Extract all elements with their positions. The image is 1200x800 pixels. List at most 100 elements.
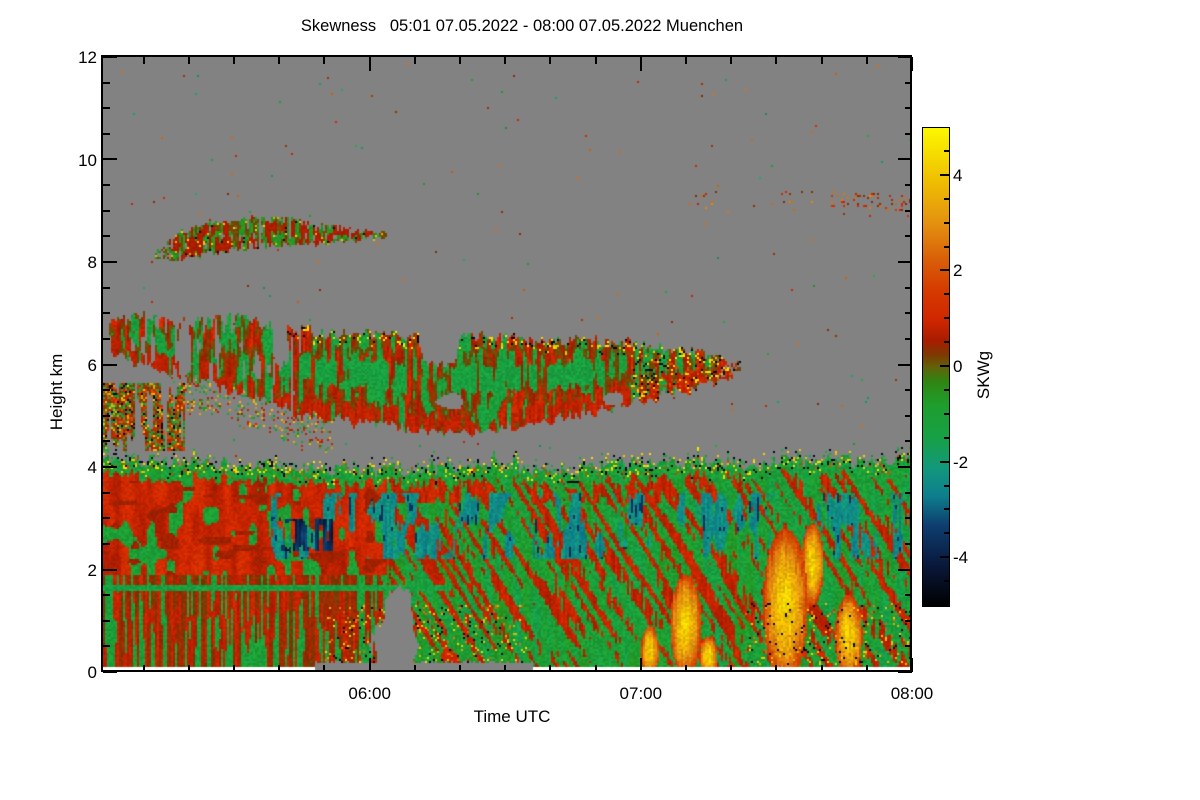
axis-tick <box>103 517 110 519</box>
axis-tick <box>730 665 732 672</box>
y-tick-label: 10 <box>78 150 97 170</box>
axis-tick <box>369 658 371 672</box>
colorbar-tick <box>940 556 949 558</box>
y-tick-label: 0 <box>87 663 97 682</box>
y-tick-label: 6 <box>87 355 97 375</box>
axis-tick <box>103 415 110 417</box>
x-tick-label: 08:00 <box>890 684 934 703</box>
axis-tick <box>898 671 912 673</box>
axis-tick <box>898 466 912 468</box>
axis-tick <box>323 57 325 64</box>
colorbar-tick <box>944 508 949 510</box>
axis-tick <box>730 57 732 64</box>
axis-tick <box>905 492 912 494</box>
axis-tick <box>103 261 117 263</box>
axis-tick <box>685 57 687 64</box>
axis-tick <box>821 665 823 672</box>
axis-tick <box>775 57 777 64</box>
y-tick-label: 12 <box>78 48 97 67</box>
axis-tick <box>103 671 117 673</box>
colorbar-tick <box>944 485 949 487</box>
axis-tick <box>233 57 235 64</box>
colorbar <box>922 127 950 607</box>
axis-tick <box>103 569 117 571</box>
colorbar-tick-label: 0 <box>953 357 963 376</box>
axis-tick <box>685 665 687 672</box>
colorbar-tick <box>940 461 949 463</box>
axis-tick <box>905 594 912 596</box>
axis-tick <box>143 57 145 64</box>
axis-tick <box>595 665 597 672</box>
chart-title: Skewness 05:01 07.05.2022 - 08:00 07.05.… <box>300 17 744 35</box>
axis-tick <box>103 235 110 237</box>
axis-tick <box>103 543 110 545</box>
axis-tick <box>323 665 325 672</box>
axis-tick <box>905 210 912 212</box>
heatmap-canvas <box>103 57 912 672</box>
axis-tick <box>640 658 642 672</box>
colorbar-tick <box>940 365 949 367</box>
axis-tick <box>898 56 912 58</box>
axis-tick <box>278 665 280 672</box>
axis-tick <box>905 543 912 545</box>
axis-tick <box>905 338 912 340</box>
axis-tick <box>866 57 868 64</box>
axis-tick <box>905 415 912 417</box>
axis-tick <box>103 210 110 212</box>
axis-tick <box>504 57 506 64</box>
colorbar-tick <box>944 532 949 534</box>
axis-tick <box>905 287 912 289</box>
colorbar-tick <box>944 341 949 343</box>
axis-tick <box>103 466 117 468</box>
axis-tick <box>911 658 913 672</box>
axis-tick <box>143 665 145 672</box>
axis-tick <box>898 569 912 571</box>
axis-tick <box>103 82 110 84</box>
axis-tick <box>640 57 642 71</box>
axis-tick <box>821 57 823 64</box>
colorbar-tick <box>944 389 949 391</box>
axis-tick <box>504 665 506 672</box>
axis-tick <box>775 665 777 672</box>
y-tick-label: 8 <box>87 253 97 272</box>
axis-tick <box>905 82 912 84</box>
axis-tick <box>103 107 110 109</box>
axis-tick <box>911 57 913 71</box>
axis-tick <box>103 440 110 442</box>
axis-tick <box>898 261 912 263</box>
colorbar-tick <box>944 222 949 224</box>
axis-tick <box>103 594 110 596</box>
axis-tick <box>103 338 110 340</box>
axis-tick <box>595 57 597 64</box>
axis-tick <box>905 389 912 391</box>
axis-tick <box>103 287 110 289</box>
colorbar-tick <box>940 269 949 271</box>
colorbar-tick <box>944 246 949 248</box>
y-axis-label: Height km <box>47 353 66 431</box>
axis-tick <box>905 645 912 647</box>
axis-tick <box>459 57 461 64</box>
axis-tick <box>459 665 461 672</box>
axis-tick <box>369 57 371 71</box>
axis-tick <box>905 440 912 442</box>
axis-tick <box>905 312 912 314</box>
colorbar-tick-label: -4 <box>953 548 969 568</box>
axis-tick <box>103 56 117 58</box>
axis-tick <box>103 312 110 314</box>
axis-tick <box>905 107 912 109</box>
axis-tick <box>233 665 235 672</box>
colorbar-tick <box>944 198 949 200</box>
axis-tick <box>103 364 117 366</box>
axis-tick <box>278 57 280 64</box>
colorbar-tick-label: 2 <box>953 261 963 281</box>
x-tick-label: 07:00 <box>619 684 663 703</box>
axis-tick <box>905 235 912 237</box>
colorbar-label: SKWg <box>974 350 993 400</box>
axis-tick <box>103 645 110 647</box>
colorbar-tick-label: 4 <box>953 165 963 185</box>
axis-tick <box>103 492 110 494</box>
axis-tick <box>103 620 110 622</box>
x-axis-label: Time UTC <box>473 707 551 726</box>
axis-tick <box>414 57 416 64</box>
